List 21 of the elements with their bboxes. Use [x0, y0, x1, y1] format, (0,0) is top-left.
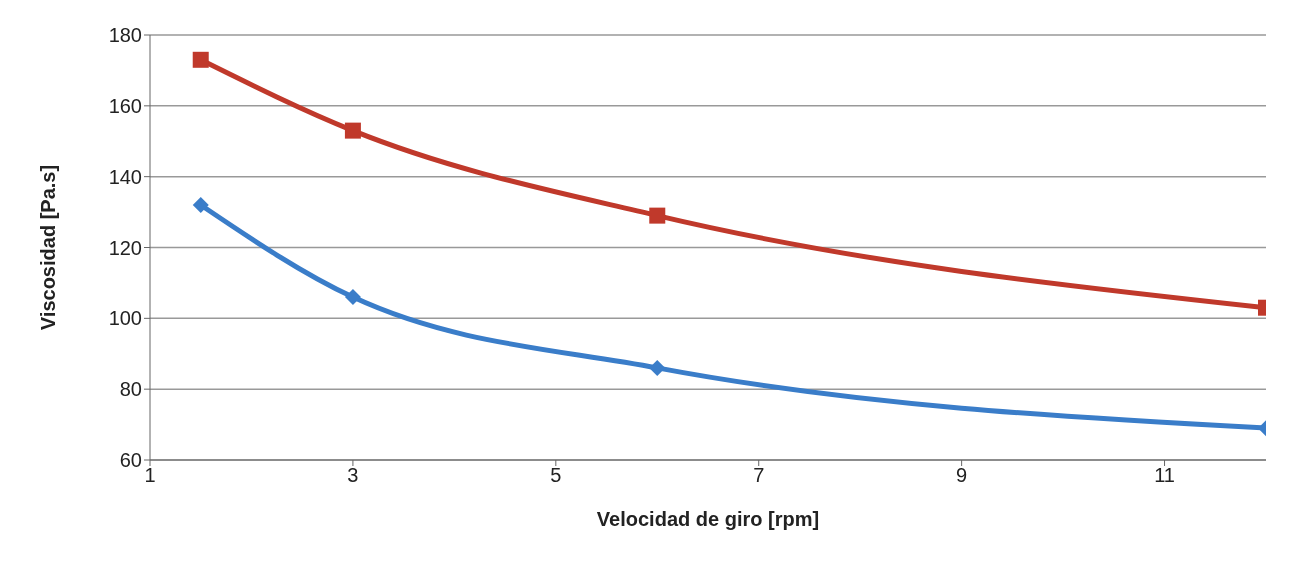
point	[192, 51, 209, 68]
y-tick-label: 60	[119, 449, 142, 472]
point	[192, 197, 209, 213]
point	[344, 122, 361, 139]
point	[649, 359, 666, 376]
y-tick-label: 100	[108, 307, 142, 330]
x-tick-label: 3	[347, 464, 359, 487]
y-tick-label: 80	[119, 378, 142, 401]
x-tick-label: 1	[144, 464, 156, 487]
point	[649, 207, 666, 224]
y-tick-label: 160	[108, 94, 142, 117]
y-tick-label: 120	[108, 236, 142, 259]
x-axis-title: Velocidad de giro [rpm]	[596, 508, 820, 530]
y-tick-label: 180	[108, 24, 142, 47]
x-tick-label: 11	[1154, 464, 1175, 487]
x-tick-label: 7	[753, 464, 765, 487]
x-tick-label: 9	[956, 464, 968, 487]
y-axis-title: Viscosidad [Pa.s]	[37, 164, 60, 331]
x-tick-label: 5	[550, 464, 562, 487]
y-tick-label: 140	[108, 165, 142, 188]
point	[344, 289, 361, 306]
